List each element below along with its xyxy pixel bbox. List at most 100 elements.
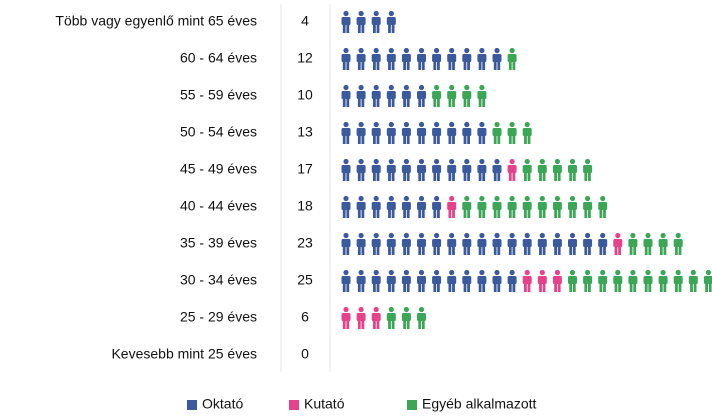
icon-body xyxy=(356,276,366,284)
icon-leg xyxy=(357,61,361,70)
icon-body xyxy=(613,239,623,247)
icon-group xyxy=(341,84,426,107)
icon-body xyxy=(401,128,411,136)
icon-leg xyxy=(391,135,395,144)
icon-leg xyxy=(388,209,391,218)
icon-head xyxy=(509,47,515,54)
icon-body xyxy=(462,239,472,247)
icon-leg xyxy=(376,246,380,255)
icon-head xyxy=(464,232,470,239)
icon-body xyxy=(583,165,593,173)
icon-head xyxy=(585,269,591,276)
icon-head xyxy=(524,269,530,276)
icon-body xyxy=(417,128,426,136)
icon-body xyxy=(447,54,457,62)
icon-body xyxy=(356,128,366,136)
icon-head xyxy=(388,306,394,313)
icon-head xyxy=(418,269,425,276)
total-label: 13 xyxy=(297,124,313,140)
icon-body xyxy=(417,239,426,247)
total-label: 12 xyxy=(297,50,313,66)
icon-head xyxy=(554,195,561,202)
icon-head xyxy=(403,232,409,239)
icon-leg xyxy=(478,283,482,292)
icon-leg xyxy=(539,246,542,255)
icon-body xyxy=(537,202,547,210)
icon-head xyxy=(479,195,485,202)
icon-head xyxy=(373,306,379,313)
icon-leg xyxy=(448,98,452,107)
icon-leg xyxy=(497,61,501,70)
icon-head xyxy=(434,195,440,202)
icon-leg xyxy=(584,172,588,181)
icon-body xyxy=(658,239,668,247)
icon-body xyxy=(432,91,442,99)
icon-leg xyxy=(584,209,588,218)
icon-leg xyxy=(493,135,497,144)
icon-leg xyxy=(678,246,682,255)
icon-leg xyxy=(373,135,376,144)
icon-leg xyxy=(705,283,708,292)
icon-leg xyxy=(675,246,678,255)
icon-body xyxy=(507,165,517,173)
icon-leg xyxy=(554,283,557,292)
icon-body xyxy=(447,239,457,247)
icon-leg xyxy=(542,246,546,255)
icon-leg xyxy=(448,61,452,70)
legend-swatch xyxy=(289,400,299,410)
icon-body xyxy=(477,239,487,247)
icon-body xyxy=(537,239,547,247)
icon-leg xyxy=(539,172,542,181)
icon-leg xyxy=(376,135,380,144)
icon-leg xyxy=(406,320,410,329)
icon-leg xyxy=(388,98,391,107)
icon-leg xyxy=(572,283,576,292)
icon-body xyxy=(371,54,381,62)
icon-leg xyxy=(373,24,376,33)
icon-head xyxy=(449,195,455,202)
icon-leg xyxy=(342,24,346,33)
icon-body xyxy=(628,239,638,247)
icon-body xyxy=(356,54,366,62)
icon-leg xyxy=(497,209,501,218)
icon-body xyxy=(356,202,366,210)
icon-leg xyxy=(433,61,437,70)
icon-group xyxy=(522,269,562,292)
icon-leg xyxy=(421,283,425,292)
icon-body xyxy=(356,91,366,99)
icon-head xyxy=(494,158,500,165)
icon-leg xyxy=(614,283,618,292)
icon-leg xyxy=(497,172,501,181)
icon-leg xyxy=(648,246,652,255)
icon-leg xyxy=(554,172,557,181)
icon-leg xyxy=(388,283,391,292)
icon-leg xyxy=(406,172,410,181)
category-label: 30 - 34 éves xyxy=(180,272,257,288)
icon-body xyxy=(417,202,426,210)
icon-head xyxy=(388,195,394,202)
icon-body xyxy=(507,276,517,284)
icon-leg xyxy=(463,283,467,292)
icon-group xyxy=(341,195,442,218)
icon-leg xyxy=(633,246,637,255)
icon-body xyxy=(341,128,351,136)
icon-leg xyxy=(433,135,437,144)
icon-leg xyxy=(527,135,531,144)
icon-head xyxy=(524,195,530,202)
icon-head xyxy=(358,306,364,313)
icon-body xyxy=(371,91,381,99)
icon-body xyxy=(583,276,593,284)
icon-head xyxy=(585,195,591,202)
icon-leg xyxy=(388,172,391,181)
icon-body xyxy=(341,165,351,173)
icon-body xyxy=(417,54,426,62)
icon-head xyxy=(358,158,364,165)
icon-leg xyxy=(388,135,391,144)
icon-head xyxy=(630,232,636,239)
icon-head xyxy=(373,10,379,17)
icon-leg xyxy=(527,246,531,255)
icon-body xyxy=(371,313,381,321)
icon-body xyxy=(341,239,351,247)
icon-body xyxy=(371,128,381,136)
icon-leg xyxy=(373,172,376,181)
